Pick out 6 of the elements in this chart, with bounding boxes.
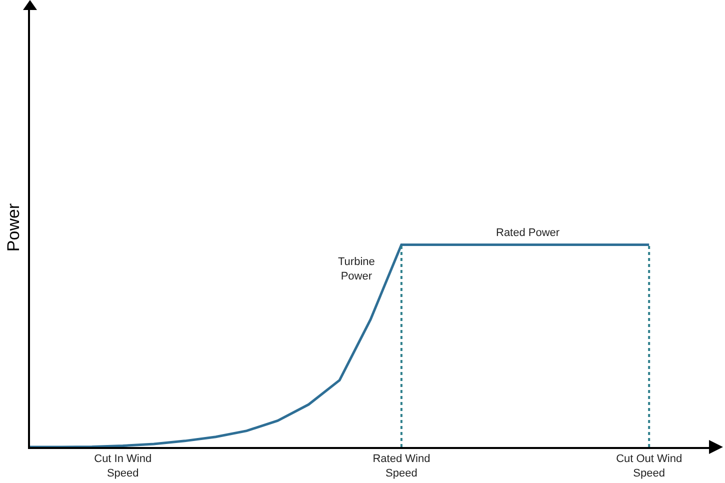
- annotation: Turbine Power: [338, 256, 375, 282]
- y-axis-title: Power: [4, 203, 24, 252]
- text: Rated Power: [496, 227, 560, 239]
- x-tick-label: Rated Wind Speed: [372, 453, 430, 480]
- x-tick-label: Cut In Wind Speed: [94, 453, 152, 480]
- x-tick-label: Cut Out Wind Speed: [616, 453, 682, 480]
